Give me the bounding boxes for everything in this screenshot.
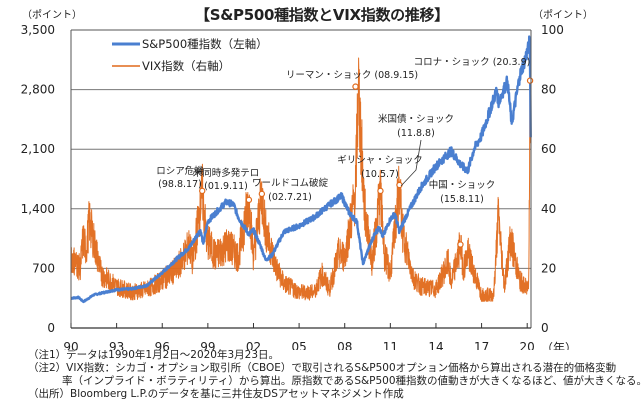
annotation-date: (01.9.11)	[204, 181, 248, 192]
x-tick-label: 93	[109, 340, 124, 350]
y-left-tick-label: 2,100	[21, 142, 55, 156]
vix-series	[70, 57, 532, 302]
chart-title: 【S&P500種指数とVIX指数の推移】	[195, 6, 449, 24]
y-left-tick-label: 2,800	[21, 83, 55, 97]
x-tick-label: 90	[63, 340, 78, 350]
annotation-date: (98.8.17)	[158, 179, 202, 190]
x-tick-label: 17	[474, 340, 489, 350]
source-note: （出所）Bloomberg L.P.のデータを基に三井住友DSアセットマネジメン…	[28, 388, 404, 400]
annotation-date: (10.5.7)	[361, 169, 399, 180]
chart: ロシア危機 (98.8.17)米同時多発テロ (01.9.11) ワールドコム破綻 (0…	[21, 23, 577, 350]
annotation-marker	[457, 241, 464, 248]
sp500-line	[70, 35, 532, 304]
x-tick-label: 14	[428, 340, 443, 350]
x-tick-label: 11	[383, 340, 398, 350]
annotation-leader-line	[400, 139, 422, 187]
annotation-marker	[396, 181, 403, 189]
note-2-cont: 率（インプライド・ボラティリティ）から算出。原指数であるS&P500種指数の値動…	[62, 375, 644, 387]
x-tick-label: 96	[155, 340, 170, 350]
footnotes: （注1）データは1990年1月2日～2020年3月23日。 （注2）VIX指数：…	[28, 349, 644, 401]
legend-label-vix: VIX指数（右軸）	[142, 59, 230, 73]
annotation-label: ワールドコム破綻	[252, 177, 329, 189]
annotation-label: ギリシャ・ショック	[337, 155, 423, 166]
note-1: （注1）データは1990年1月2日～2020年3月23日。	[28, 349, 280, 361]
annotation-marker	[526, 77, 534, 84]
annotation-marker	[258, 190, 266, 198]
annotation-label: リーマン・ショック (08.9.15)	[286, 70, 418, 81]
annotation-marker	[352, 83, 359, 90]
annotation-date: (15.8.11)	[440, 194, 484, 205]
annotation-markers: ロシア危機 (98.8.17)米同時多発テロ (01.9.11) ワールドコム破綻 (0…	[156, 57, 534, 248]
y-right-tick-label: 0	[541, 321, 549, 335]
annotation-date: (02.7.21)	[268, 192, 312, 203]
y-right-tick-label: 60	[541, 142, 556, 156]
x-tick-label: 08	[337, 340, 352, 350]
y-left-tick-label: 0	[47, 321, 55, 335]
annotation-label: ロシア危機	[156, 165, 204, 177]
y-right-tick-label: 100	[541, 23, 564, 37]
annotation-marker	[377, 187, 384, 195]
y-right-tick-label: 20	[541, 261, 556, 275]
y-right-tick-label: 80	[541, 83, 556, 97]
annotation-label: 中国・ショック	[429, 179, 496, 191]
y-left-tick-label: 700	[32, 261, 55, 275]
right-axis-unit: （ポイント）	[533, 10, 593, 21]
x-tick-label: 20	[520, 340, 535, 350]
x-tick-label: 05	[291, 340, 306, 350]
x-axis-unit: （年）	[541, 341, 577, 350]
left-axis-unit: （ポイント）	[22, 10, 82, 21]
annotation-label: コロナ・ショック (20.3.9)	[414, 57, 531, 68]
note-2: （注2）VIX指数：シカゴ・オプション取引所（CBOE）で取引されるS&P500…	[28, 362, 617, 374]
legend: S&P500種指数（左軸） VIX指数（右軸）	[112, 37, 268, 73]
x-tick-label: 02	[246, 340, 261, 350]
vix-line	[70, 57, 532, 302]
annotation-date: (11.8.8)	[397, 128, 435, 139]
annotation-marker	[245, 196, 253, 204]
y-left-tick-label: 1,400	[21, 202, 55, 216]
annotation-marker	[199, 187, 206, 195]
y-right-tick-label: 40	[541, 202, 556, 216]
sp500-series	[70, 35, 532, 304]
annotation-label: 米同時多発テロ	[193, 167, 260, 179]
y-left-tick-label: 3,500	[21, 23, 55, 37]
legend-label-sp500: S&P500種指数（左軸）	[142, 37, 268, 51]
annotation-label: 米国債・ショック	[378, 113, 454, 125]
x-tick-label: 99	[200, 340, 215, 350]
